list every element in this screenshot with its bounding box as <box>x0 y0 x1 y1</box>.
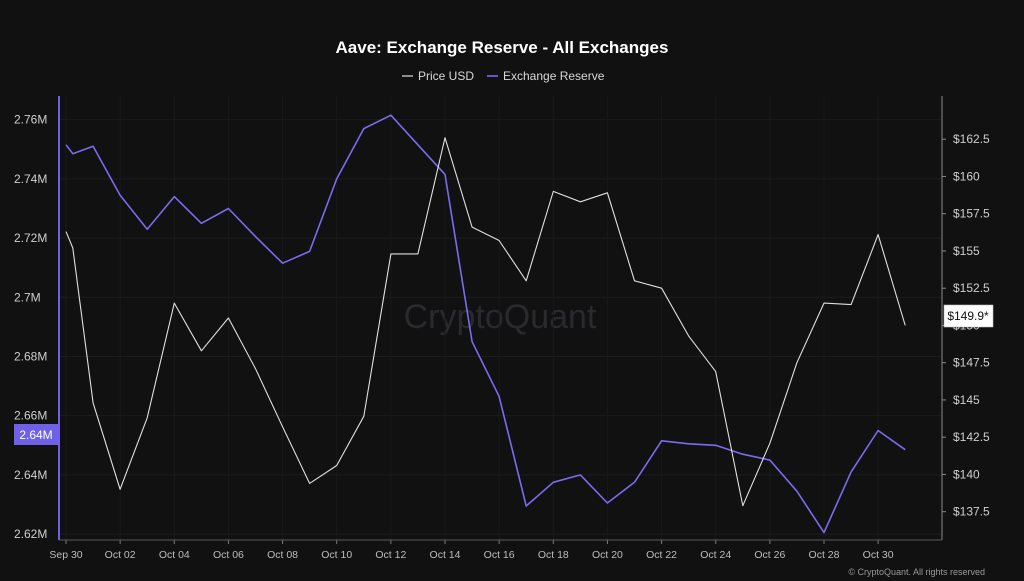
legend-reserve-label[interactable]: Exchange Reserve <box>503 69 605 83</box>
x-tick-label: Oct 30 <box>863 549 894 561</box>
x-tick-label: Oct 14 <box>430 549 461 561</box>
series-line-price-usd[interactable] <box>65 137 906 507</box>
y-right-tick-label: $140 <box>953 467 980 481</box>
right-current-badge: $149.9* <box>943 304 994 328</box>
x-tick-label: Oct 16 <box>484 549 515 561</box>
axes: 2.62M 2.64M 2.66M 2.68M 2.7M 2.72M 2.74M 2.76M $… <box>14 96 990 561</box>
watermark-text: CryptoQuant <box>404 298 597 336</box>
y-right-tick-label: $162.5 <box>953 132 990 146</box>
y-left-tick-label: 2.62M <box>14 527 47 541</box>
copyright-footer: © CryptoQuant. All rights reserved <box>848 567 985 577</box>
x-tick-label: Oct 08 <box>267 549 298 561</box>
left-current-value: 2.64M <box>19 428 52 442</box>
x-tick-label: Oct 18 <box>538 549 569 561</box>
legend-price-label[interactable]: Price USD <box>418 69 474 83</box>
y-left-tick-label: 2.68M <box>14 349 47 363</box>
y-right-tick-label: $160 <box>953 169 980 183</box>
y-right-tick-label: $147.5 <box>953 356 990 370</box>
x-tick-label: Oct 26 <box>754 549 785 561</box>
x-tick-label: Oct 22 <box>646 549 677 561</box>
y-right-tick-label: $137.5 <box>953 505 990 519</box>
x-tick-label: Oct 06 <box>213 549 244 561</box>
y-left-tick-label: 2.74M <box>14 172 47 186</box>
left-current-badge-bg <box>14 424 58 445</box>
y-right-tick-label: $142.5 <box>953 430 990 444</box>
y-right-tick-label: $152.5 <box>953 281 990 295</box>
y-left-tick-label: 2.64M <box>14 468 47 482</box>
x-tick-label: Oct 24 <box>700 549 731 561</box>
series-layer <box>65 114 906 534</box>
y-left-tick-label: 2.66M <box>14 409 47 423</box>
x-tick-label: Oct 10 <box>321 549 352 561</box>
left-current-badge: 2.64M <box>14 424 58 445</box>
x-tick-label: Oct 20 <box>592 549 623 561</box>
y-left-tick-label: 2.7M <box>14 290 41 304</box>
right-current-badge-bg <box>943 304 994 328</box>
y-right-tick-label: $155 <box>953 244 980 258</box>
chart-title: Aave: Exchange Reserve - All Exchanges <box>336 38 669 57</box>
series-line-exchange-reserve[interactable] <box>65 114 906 534</box>
y-right-tick-label: $145 <box>953 393 980 407</box>
y-left-tick-label: 2.76M <box>14 113 47 127</box>
x-tick-label: Oct 02 <box>105 549 136 561</box>
legend: Price USD Exchange Reserve <box>402 69 605 83</box>
x-tick-label: Sep 30 <box>49 549 82 561</box>
y-right-tick-label: $157.5 <box>953 207 990 221</box>
x-tick-label: Oct 12 <box>375 549 406 561</box>
y-left-tick-label: 2.72M <box>14 231 47 245</box>
right-current-value: $149.9* <box>947 309 989 323</box>
x-tick-label: Oct 04 <box>159 549 190 561</box>
x-tick-label: Oct 28 <box>809 549 840 561</box>
